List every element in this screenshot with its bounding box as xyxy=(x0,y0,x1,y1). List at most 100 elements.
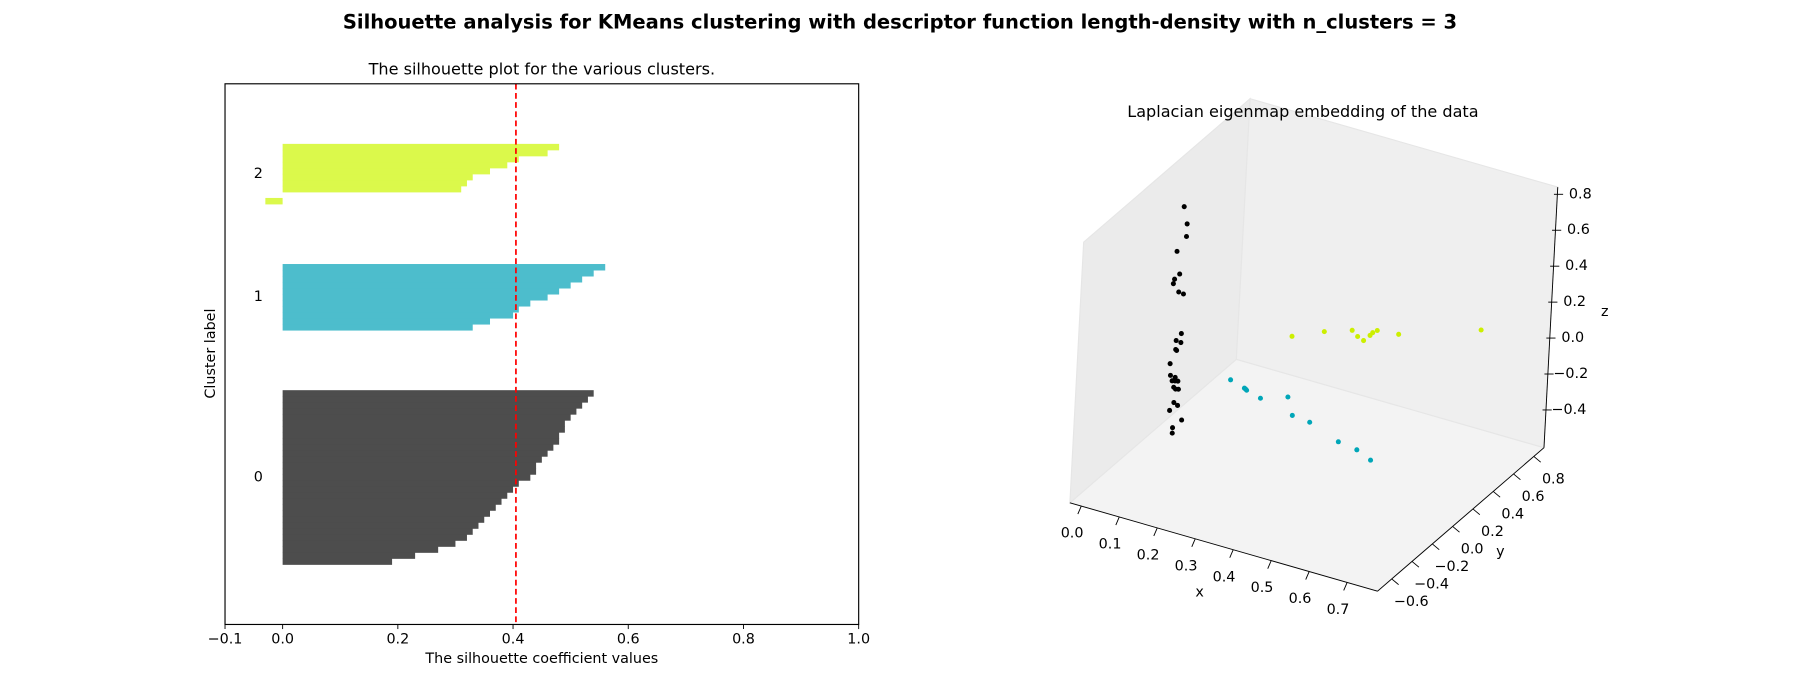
silhouette-bar xyxy=(282,402,583,409)
point xyxy=(1170,281,1176,287)
point xyxy=(1167,361,1173,367)
point xyxy=(1178,340,1184,346)
y-tick-label: −0.6 xyxy=(1394,594,1429,610)
silhouette-bar xyxy=(282,492,508,499)
point xyxy=(1361,338,1367,344)
x-tick-label: 0.1 xyxy=(1099,537,1122,553)
silhouette-bar xyxy=(282,264,606,271)
silhouette-bar xyxy=(282,282,571,289)
point xyxy=(1181,204,1187,210)
x-tick-label: 0.4 xyxy=(1213,569,1236,585)
silhouette-bar xyxy=(282,468,537,475)
silhouette-bar xyxy=(282,276,583,283)
silhouette-bar xyxy=(282,540,456,547)
x-tick-label: 0.3 xyxy=(1175,558,1198,574)
point xyxy=(1180,291,1186,297)
point xyxy=(1171,400,1177,406)
x-tick xyxy=(1229,549,1234,558)
point xyxy=(1307,419,1313,425)
y-tick-label: 0.4 xyxy=(1501,506,1524,522)
silhouette-bar xyxy=(282,552,416,559)
silhouette-bar xyxy=(282,474,531,481)
y-tick xyxy=(1452,526,1460,533)
x-tick-label: 0.2 xyxy=(1137,547,1160,563)
x-tick-label: 0.4 xyxy=(502,631,525,647)
point xyxy=(1175,402,1181,408)
silhouette-bar xyxy=(282,149,548,157)
silhouette-bar xyxy=(282,161,508,169)
silhouette-bar xyxy=(282,516,485,523)
silhouette-bar xyxy=(282,396,588,403)
silhouette-bar xyxy=(282,450,548,457)
panes xyxy=(1068,97,1559,592)
y-tick-label: 0.6 xyxy=(1522,489,1545,505)
point xyxy=(1368,457,1374,463)
x-tick-label: 0.0 xyxy=(271,631,294,647)
point xyxy=(1289,333,1295,339)
point xyxy=(1374,327,1380,334)
silhouette-bar xyxy=(282,486,514,493)
silhouette-bar xyxy=(265,197,283,205)
z-axis-label: z xyxy=(1601,304,1609,320)
silhouette-bar xyxy=(282,294,548,301)
y-tick xyxy=(1472,508,1481,516)
x-tick-label: 0.5 xyxy=(1251,580,1274,596)
x-tick-label: 0.0 xyxy=(1061,526,1084,542)
x-tick-label: 0.8 xyxy=(732,631,755,647)
silhouette-bar xyxy=(282,528,473,535)
x-tick xyxy=(1267,560,1272,569)
point xyxy=(1354,447,1360,453)
silhouette-bar xyxy=(282,510,491,517)
silhouette-bar xyxy=(282,414,571,421)
y-tick xyxy=(1411,561,1420,568)
cluster-label: 0 xyxy=(254,469,263,485)
silhouette-bar xyxy=(282,288,560,295)
point xyxy=(1170,425,1176,431)
y-axis-line xyxy=(1377,447,1545,592)
silhouette-bar xyxy=(282,456,542,463)
y-tick-label: −0.2 xyxy=(1434,559,1469,575)
silhouette-bar xyxy=(282,318,491,325)
silhouette-bar xyxy=(282,408,577,415)
silhouette-bar xyxy=(282,498,502,505)
point xyxy=(1335,439,1341,445)
point xyxy=(1174,248,1180,254)
point xyxy=(1174,347,1180,353)
silhouette-bar xyxy=(282,173,473,181)
silhouette-bar xyxy=(282,300,531,307)
z-tick-label: 0.0 xyxy=(1561,330,1584,346)
point xyxy=(1169,378,1175,384)
x-tick xyxy=(1115,516,1120,526)
y-tick-label: 0.8 xyxy=(1542,471,1565,487)
y-axis-label: Cluster label xyxy=(203,309,219,399)
point xyxy=(1478,327,1484,333)
chart-title: The silhouette plot for the various clus… xyxy=(368,60,715,79)
x-tick-label: 1.0 xyxy=(847,631,870,647)
silhouette-bar xyxy=(282,558,393,565)
x-tick-label: 0.2 xyxy=(386,631,409,647)
y-tick xyxy=(1492,491,1501,498)
y-tick-label: −0.4 xyxy=(1414,576,1449,592)
point xyxy=(1173,386,1179,392)
silhouette-bar xyxy=(282,426,565,433)
silhouette-bar xyxy=(282,185,462,193)
silhouette-bar xyxy=(282,179,467,187)
silhouette-bar xyxy=(282,546,439,553)
silhouette-bar xyxy=(282,522,479,529)
silhouette-bar xyxy=(282,462,537,469)
cluster-label: 1 xyxy=(254,289,263,305)
plot-area-3d: 0.0 0.1 0.2 0.3 0.4 0.5 0.6 0.7 −0.6 −0.4−0.2 0.0 0… xyxy=(1061,186,1592,618)
z-tick-label: 0.6 xyxy=(1567,222,1590,238)
y-axis-label: y xyxy=(1496,544,1505,560)
silhouette-bar xyxy=(282,432,560,439)
silhouette-bar xyxy=(282,438,560,445)
z-tick-label: 0.2 xyxy=(1563,294,1586,310)
point xyxy=(1178,331,1184,337)
x-tick-label: 0.7 xyxy=(1327,602,1350,618)
point xyxy=(1179,417,1185,423)
point xyxy=(1172,276,1178,282)
y-tick xyxy=(1533,456,1542,463)
x-axis-line xyxy=(1069,502,1378,592)
